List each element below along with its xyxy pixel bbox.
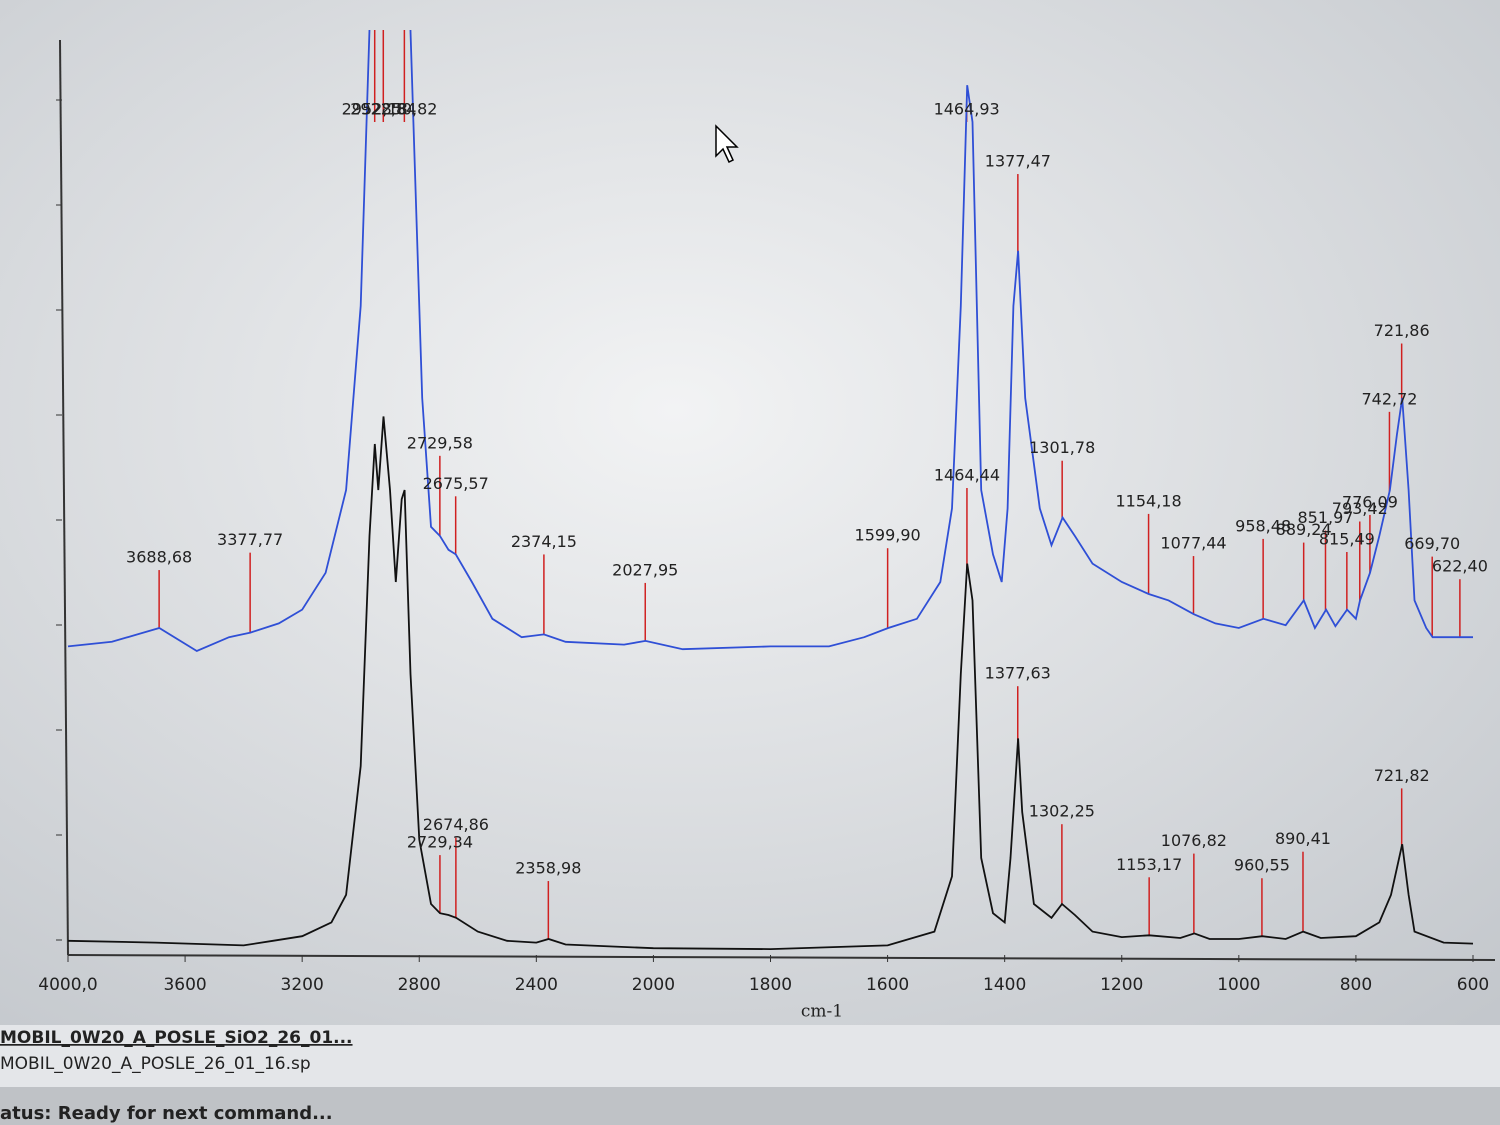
peak-label: 2952,18 xyxy=(342,100,408,119)
x-tick-label: 3200 xyxy=(281,975,324,995)
x-tick-label: 2800 xyxy=(398,975,441,995)
peak-label: 742,72 xyxy=(1361,389,1417,408)
peak-label: 890,41 xyxy=(1275,829,1331,848)
x-tick-label: 2400 xyxy=(515,975,558,995)
peak-label: 2729,58 xyxy=(407,433,473,452)
peak-label: 889,24 xyxy=(1276,520,1332,539)
peak-label: 1301,78 xyxy=(1029,438,1095,457)
peak-label: 1599,90 xyxy=(855,526,921,545)
peak-label: 2674,86 xyxy=(423,815,489,834)
peak-label: 1302,25 xyxy=(1029,802,1095,821)
peak-label: 776,09 xyxy=(1342,492,1398,511)
peak-label: 3377,77 xyxy=(217,530,283,549)
x-tick-label: 800 xyxy=(1340,975,1372,995)
peak-label: 1153,17 xyxy=(1116,855,1182,874)
peak-label: 1154,18 xyxy=(1115,491,1181,510)
x-tick-label: 1000 xyxy=(1217,975,1260,995)
peak-label: 2729,34 xyxy=(407,833,473,852)
peak-label: 1077,44 xyxy=(1160,534,1226,553)
peak-label: 3688,68 xyxy=(126,548,192,567)
x-tick-label: 1800 xyxy=(749,975,792,995)
x-tick-label: 3600 xyxy=(163,975,206,995)
peak-label: 721,86 xyxy=(1374,321,1430,340)
peak-label: 2374,15 xyxy=(511,532,577,551)
spectrum-line xyxy=(67,30,1473,653)
peak-label: 622,40 xyxy=(1432,557,1488,576)
y-axis-ticks xyxy=(56,99,62,941)
peak-label: 793,42 xyxy=(1332,499,1388,518)
plot-area xyxy=(67,30,1474,951)
x-tick-label: 2000 xyxy=(632,975,675,995)
status-bar xyxy=(0,1087,1500,1125)
x-tick-label: 1400 xyxy=(983,975,1026,995)
legend-panel xyxy=(0,1025,1500,1087)
peak-label: 1377,63 xyxy=(985,664,1051,683)
peak-label: 2027,95 xyxy=(612,560,678,579)
x-tick-label: 4000,0 xyxy=(38,975,97,995)
peak-label: 1377,47 xyxy=(985,152,1051,171)
status-text: atus: Ready for next command... xyxy=(0,1103,333,1124)
peak-label: 669,70 xyxy=(1404,534,1460,553)
peak-label: 958,48 xyxy=(1235,516,1291,535)
peak-label: 1464,93 xyxy=(934,100,1000,119)
peak-label: 815,49 xyxy=(1319,530,1375,549)
x-axis xyxy=(67,954,1496,961)
mouse-cursor xyxy=(715,124,739,164)
peak-label: 2675,57 xyxy=(423,474,489,493)
plot-background xyxy=(0,0,1500,1025)
peak-label: 2358,98 xyxy=(515,859,581,878)
x-tick-label: 600 xyxy=(1457,975,1489,995)
x-tick-label: 1200 xyxy=(1100,975,1143,995)
peak-label: 2922,84 xyxy=(350,100,416,119)
x-tick-label: 1600 xyxy=(866,975,909,995)
legend-entry: MOBIL_0W20_A_POSLE_SiO2_26_01... xyxy=(0,1028,353,1048)
peak-label: 2850,82 xyxy=(371,100,437,119)
y-axis xyxy=(59,39,69,956)
peak-label: 1464,44 xyxy=(934,466,1000,485)
x-axis-label: cm-1 xyxy=(801,1002,843,1022)
peak-label: 1076,82 xyxy=(1161,831,1227,850)
peak-label: 960,55 xyxy=(1234,856,1290,875)
peak-label: 851,97 xyxy=(1298,508,1354,527)
legend-entry: MOBIL_0W20_A_POSLE_26_01_16.sp xyxy=(0,1054,311,1074)
spectrum-line xyxy=(67,416,1474,951)
peak-label: 721,82 xyxy=(1374,766,1430,785)
